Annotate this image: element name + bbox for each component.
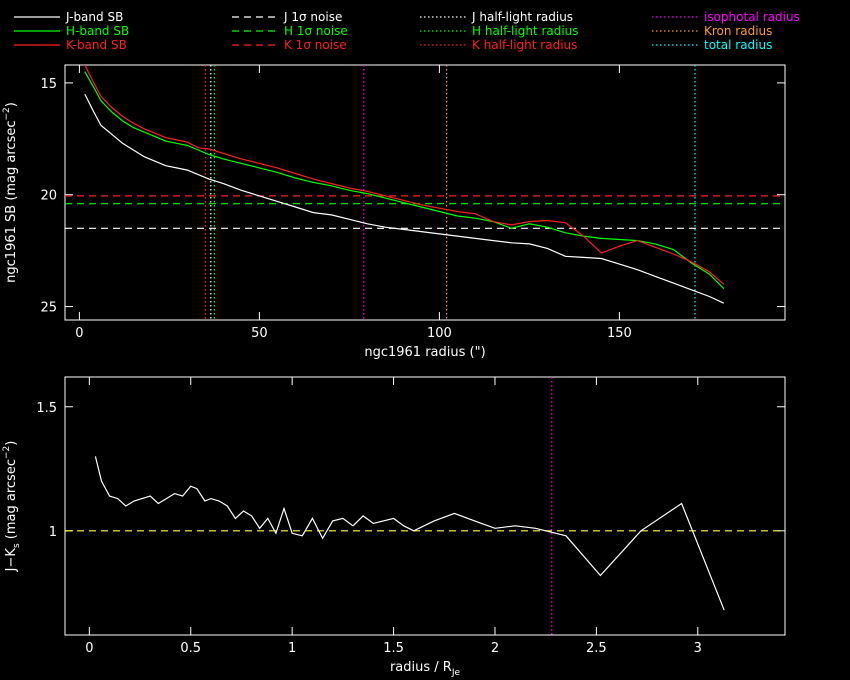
- y-tick-label-2: 25: [40, 301, 57, 316]
- series-line-0: [84, 93, 725, 304]
- legend-label-10: Kron radius: [704, 24, 772, 38]
- x-axis-label-1: radius / RJe: [390, 660, 461, 678]
- x-tick-label-2: 100: [427, 326, 452, 341]
- legend-label-7: H half-light radius: [472, 24, 579, 38]
- series-line-0: [94, 456, 725, 611]
- plot-area-0: [65, 65, 785, 320]
- y-tick-label-0: 1: [49, 525, 57, 540]
- sb-profile-panel: 0 50 100 150 15 20 25 ngc1961 radius (") ngc1961…: [2, 64, 786, 360]
- legend-label-4: H 1σ noise: [284, 24, 348, 38]
- color-profile-panel: 0 0.5 1 1.5 2 2.5 3 1 1.5 radius / RJe J−Ks (mag a…: [2, 376, 786, 678]
- x-axis-label-0: ngc1961 radius ("): [364, 345, 485, 360]
- y-tick-label-1: 1.5: [36, 401, 57, 416]
- legend-label-2: K-band SB: [66, 38, 127, 52]
- x-tick-label-4: 2: [491, 641, 499, 656]
- y-axis-label-0: ngc1961 SB (mag arcsec−2): [2, 102, 19, 283]
- x-tick-label-2: 1: [288, 641, 296, 656]
- legend-label-8: K half-light radius: [472, 38, 577, 52]
- x-tick-label-1: 0.5: [180, 641, 201, 656]
- plot-frame-1: [64, 376, 786, 636]
- x-tick-label-0: 0: [75, 326, 83, 341]
- legend-label-0: J-band SB: [65, 10, 123, 24]
- x-tick-label-5: 2.5: [586, 641, 607, 656]
- series-line-1: [84, 71, 725, 290]
- x-tick-label-0: 0: [85, 641, 93, 656]
- series-line-2: [84, 65, 725, 285]
- legend-label-6: J half-light radius: [471, 10, 573, 24]
- legend-label-11: total radius: [704, 38, 772, 52]
- plot-frame-0: [64, 64, 786, 321]
- x-tick-label-3: 1.5: [383, 641, 404, 656]
- x-tick-label-3: 150: [607, 326, 632, 341]
- plot-area-1: [65, 377, 785, 635]
- x-tick-label-1: 50: [251, 326, 268, 341]
- x-tick-label-6: 3: [694, 641, 702, 656]
- legend-label-3: J 1σ noise: [283, 10, 342, 24]
- legend-label-9: isophotal radius: [704, 10, 800, 24]
- y-tick-label-0: 15: [40, 77, 57, 92]
- legend-label-1: H-band SB: [66, 24, 129, 38]
- legend-label-5: K 1σ noise: [284, 38, 347, 52]
- y-axis-label-1: J−Ks (mag arcsec−2): [2, 441, 22, 573]
- y-tick-label-1: 20: [40, 189, 57, 204]
